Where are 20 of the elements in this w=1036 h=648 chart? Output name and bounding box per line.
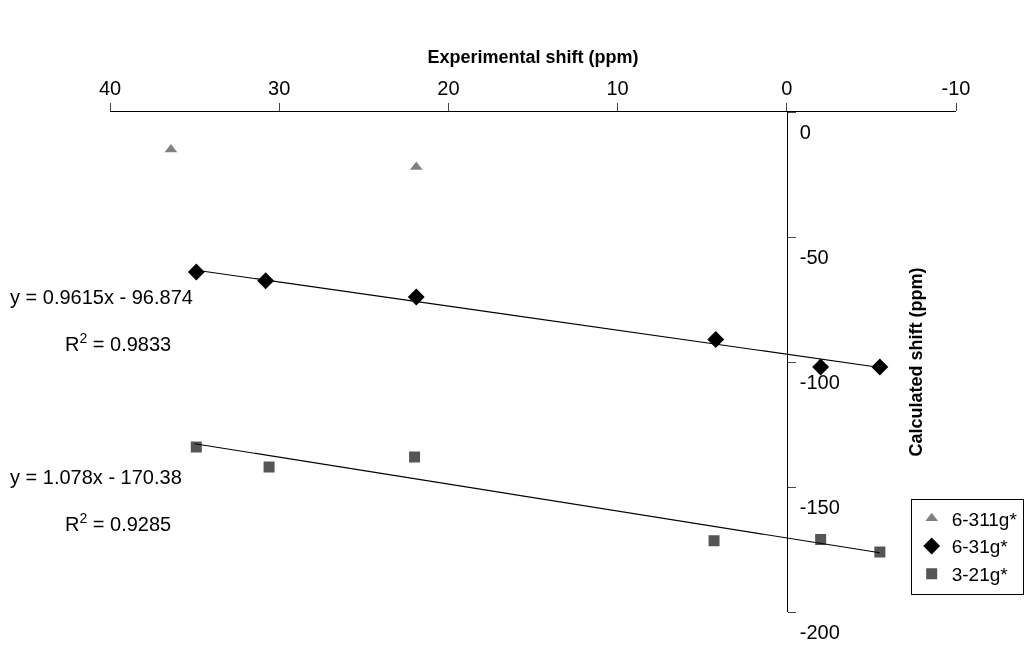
annotation: R$^{2}$ = 0.9833: [65, 330, 172, 356]
x-tick-label: -10: [941, 77, 971, 99]
annotation: y = 0.9615x - 96.874: [10, 286, 193, 308]
annotation: y = 1.078x - 170.38: [10, 466, 182, 488]
legend-label: 6-311g*: [951, 508, 1018, 530]
x-tick-label: 20: [437, 77, 460, 99]
y-tick-label: -100: [799, 371, 840, 393]
y-axis-title: Calculated shift (ppm): [905, 267, 926, 457]
x-tick-label: 30: [268, 77, 291, 99]
y-tick-label: -50: [799, 246, 829, 268]
x-tick-label: 10: [606, 77, 629, 99]
legend-label: 6-31g*: [951, 536, 1009, 558]
annotation: R$^{2}$ = 0.9285: [65, 510, 172, 536]
x-tick-label: 40: [98, 77, 122, 99]
y-tick-label: -150: [799, 496, 840, 518]
y-tick-label: -200: [799, 621, 840, 643]
legend-label: 3-21g*: [951, 564, 1009, 586]
x-axis-title: Experimental shift (ppm): [427, 47, 639, 68]
x-tick-label: 0: [781, 77, 793, 99]
y-tick-label: 0: [799, 121, 811, 143]
